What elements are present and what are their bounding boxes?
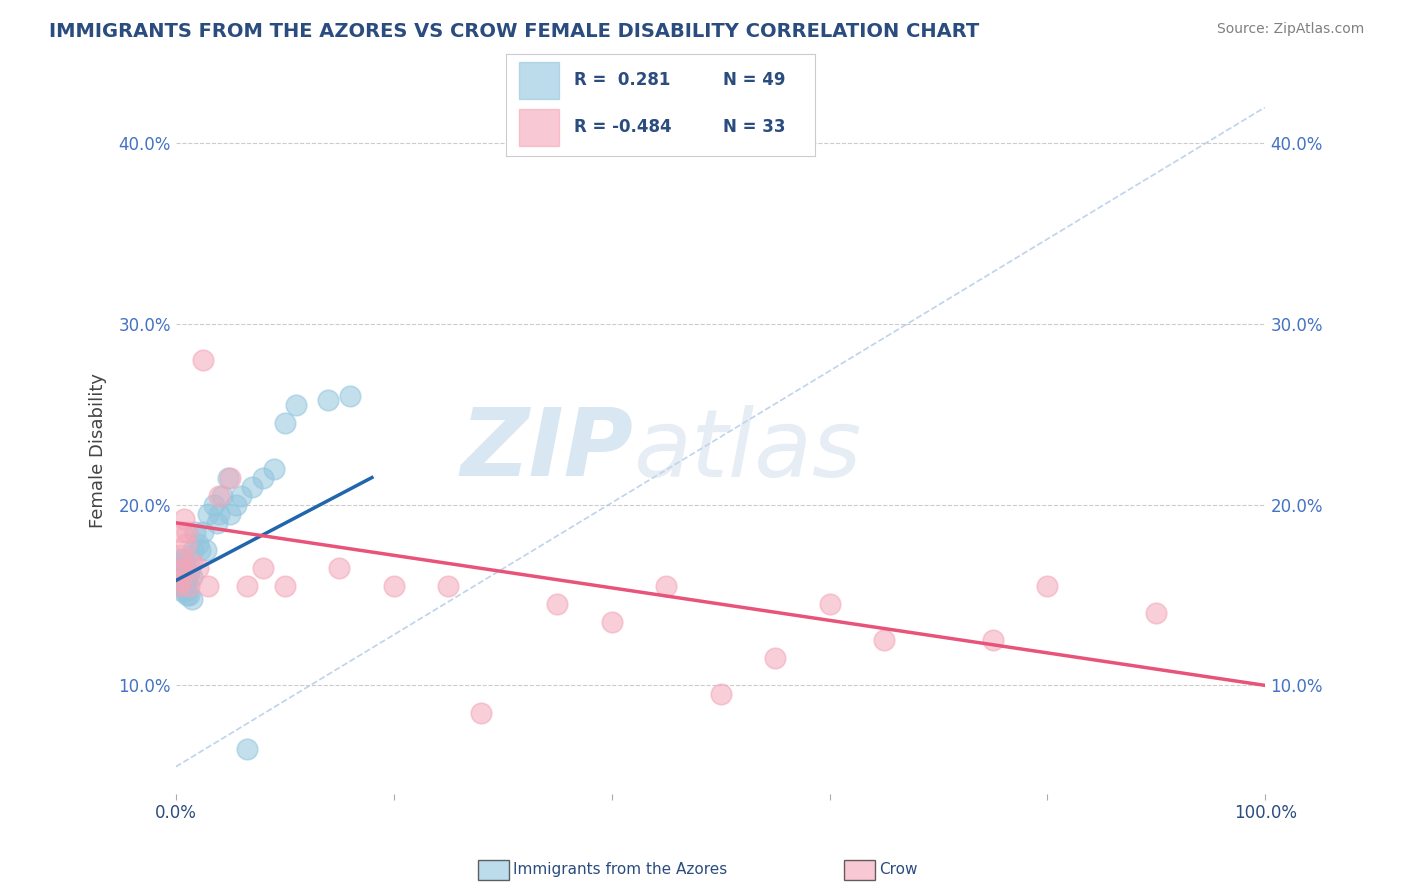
Point	[217, 470, 239, 484]
Point	[179, 561, 201, 575]
Point	[184, 524, 207, 539]
Point	[219, 507, 242, 521]
Point	[873, 633, 896, 648]
Point	[284, 398, 307, 412]
Text: N = 33: N = 33	[723, 119, 785, 136]
Text: atlas: atlas	[633, 405, 862, 496]
Point	[186, 537, 209, 551]
Point	[167, 579, 190, 593]
Point	[208, 489, 231, 503]
Point	[763, 651, 786, 665]
Point	[195, 542, 218, 557]
Point	[188, 542, 211, 557]
Point	[176, 574, 198, 588]
Text: Immigrants from the Azores: Immigrants from the Azores	[513, 863, 727, 877]
Point	[174, 584, 197, 599]
Point	[274, 579, 297, 593]
Point	[981, 633, 1004, 648]
Point	[173, 579, 195, 593]
Point	[318, 392, 340, 407]
Point	[470, 706, 492, 720]
Point	[176, 524, 198, 539]
Point	[197, 507, 219, 521]
Point	[382, 579, 405, 593]
Point	[167, 556, 190, 570]
Text: Crow: Crow	[879, 863, 917, 877]
Point	[208, 507, 231, 521]
Point	[177, 588, 200, 602]
Point	[170, 549, 193, 563]
Point	[710, 688, 733, 702]
Point	[172, 574, 194, 588]
Point	[173, 552, 195, 566]
Point	[240, 480, 263, 494]
Text: ZIP: ZIP	[461, 404, 633, 497]
Point	[173, 512, 195, 526]
Point	[191, 524, 214, 539]
Point	[167, 565, 190, 579]
Point	[197, 579, 219, 593]
Point	[169, 574, 191, 588]
Point	[205, 516, 228, 530]
Point	[235, 579, 257, 593]
Point	[169, 552, 191, 566]
Point	[181, 556, 204, 570]
Point	[174, 574, 197, 588]
Point	[186, 561, 209, 575]
Point	[818, 597, 841, 611]
Point	[600, 615, 623, 630]
Point	[191, 353, 214, 368]
Point	[202, 498, 225, 512]
Text: R = -0.484: R = -0.484	[574, 119, 672, 136]
Point	[437, 579, 460, 593]
Bar	[519, 62, 558, 99]
Point	[181, 591, 204, 606]
Point	[172, 561, 194, 575]
Point	[176, 588, 198, 602]
Point	[172, 561, 194, 575]
Point	[177, 566, 200, 581]
Point	[174, 537, 197, 551]
Point	[167, 579, 190, 593]
Point	[170, 579, 193, 593]
Point	[174, 561, 197, 575]
Point	[252, 470, 274, 484]
Point	[172, 584, 194, 599]
Point	[1144, 606, 1167, 620]
Point	[167, 565, 190, 579]
Point	[263, 461, 285, 475]
Point	[173, 566, 195, 581]
Text: IMMIGRANTS FROM THE AZORES VS CROW FEMALE DISABILITY CORRELATION CHART: IMMIGRANTS FROM THE AZORES VS CROW FEMAL…	[49, 22, 980, 41]
Point	[274, 417, 297, 431]
Point	[219, 470, 242, 484]
Text: N = 49: N = 49	[723, 71, 785, 89]
Point	[177, 579, 200, 593]
Point	[1036, 579, 1059, 593]
Point	[546, 597, 568, 611]
Point	[170, 561, 193, 575]
Point	[181, 570, 204, 584]
Point	[172, 524, 194, 539]
Point	[252, 561, 274, 575]
Point	[172, 561, 194, 575]
Text: R =  0.281: R = 0.281	[574, 71, 671, 89]
Point	[225, 498, 247, 512]
Bar	[519, 109, 558, 145]
Point	[181, 542, 204, 557]
Point	[167, 574, 190, 588]
Point	[169, 570, 191, 584]
Point	[328, 561, 350, 575]
Y-axis label: Female Disability: Female Disability	[89, 373, 107, 528]
Point	[235, 741, 257, 756]
Point	[339, 389, 361, 403]
Point	[231, 489, 253, 503]
Point	[655, 579, 678, 593]
Text: Source: ZipAtlas.com: Source: ZipAtlas.com	[1216, 22, 1364, 37]
Point	[211, 489, 233, 503]
Point	[172, 579, 194, 593]
